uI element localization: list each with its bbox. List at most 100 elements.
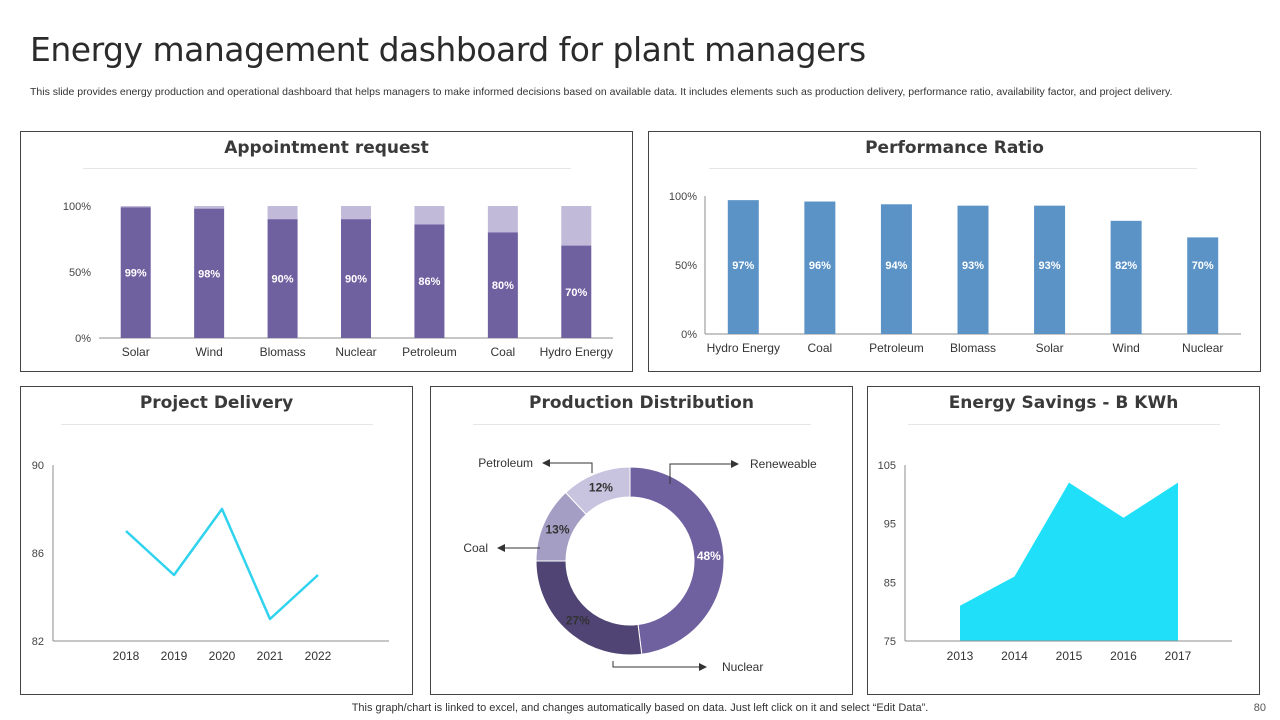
y-tick-label: 85 [884, 577, 896, 589]
x-tick-label: Petroleum [869, 341, 924, 355]
bar-remainder [267, 206, 298, 220]
bar [1034, 205, 1066, 334]
x-tick-label: Coal [808, 341, 833, 355]
performance-ratio-chart: 0% 50% 100% 97% Hydro Energy 96% Coal 94% Petrol… [669, 191, 1241, 355]
bar-remainder [341, 206, 371, 220]
x-tick-label: Nuclear [1182, 341, 1223, 355]
energy-savings-title: Energy Savings - B KWh [948, 393, 1179, 413]
energy-savings-panel: Energy Savings - B KWh 75 85 95 105 2013 2014… [867, 386, 1260, 695]
page-title: Energy management dashboard for plant ma… [30, 30, 866, 69]
performance-ratio-panel: Performance Ratio 0% 50% 100% 97% Hydro Ener… [648, 131, 1261, 372]
x-tick-label: Wind [1112, 341, 1139, 355]
x-tick-label: Wind [195, 345, 222, 359]
project-delivery-title: Project Delivery [139, 393, 294, 413]
appointment-request-panel: Appointment request 0% 50% 100% 99% Solar 98%… [20, 131, 633, 372]
page-number: 80 [1253, 702, 1266, 714]
performance-ratio-title: Performance Ratio [865, 138, 1044, 158]
project-delivery-panel: Project Delivery 82 86 90 2018 2019 2020 2021 2… [20, 386, 413, 695]
slice-category-label: Coal [463, 541, 488, 555]
bar [561, 245, 592, 338]
y-tick-label: 105 [878, 460, 896, 472]
bar-data-label: 90% [272, 274, 294, 286]
bar-data-label: 93% [962, 260, 984, 272]
donut-slice [564, 466, 631, 516]
x-tick-label: Hydro Energy [540, 345, 613, 359]
energy-savings-chart: 75 85 95 105 2013 2014 2015 2016 2017 [878, 460, 1232, 663]
series-line [125, 507, 319, 621]
bar-data-label: 97% [732, 260, 754, 272]
bar [1187, 237, 1219, 334]
x-tick-label: 2021 [257, 649, 284, 663]
x-tick-label: 2016 [1110, 649, 1137, 663]
bar-remainder [487, 206, 518, 233]
x-tick-label: 2019 [161, 649, 188, 663]
x-tick-label: Solar [122, 345, 150, 359]
x-tick-label: Nuclear [335, 345, 376, 359]
bar-remainder [194, 206, 225, 209]
bar-data-label: 93% [1039, 260, 1061, 272]
bar-data-label: 96% [809, 260, 831, 272]
slice-data-label: 12% [589, 481, 613, 495]
project-delivery-chart: 82 86 90 2018 2019 2020 2021 2022 [32, 460, 389, 663]
x-tick-label: 2015 [1056, 649, 1083, 663]
slice-category-label: Nuclear [722, 660, 763, 674]
x-tick-label: 2014 [1001, 649, 1028, 663]
bar-remainder [561, 206, 592, 246]
bar [414, 224, 445, 338]
x-tick-label: 2013 [947, 649, 974, 663]
bar-data-label: 94% [885, 260, 907, 272]
bar-data-label: 70% [1192, 260, 1214, 272]
production-distribution-title: Production Distribution [529, 393, 754, 413]
bar-data-label: 86% [418, 276, 440, 288]
x-tick-label: 2022 [305, 649, 332, 663]
bar [804, 201, 836, 334]
slice-category-label: Reneweable [750, 457, 817, 471]
donut-slice [629, 466, 725, 655]
bar-data-label: 70% [565, 287, 587, 299]
y-tick-label: 100% [63, 201, 91, 213]
appointment-request-title: Appointment request [224, 138, 429, 158]
bar [880, 204, 912, 334]
x-tick-label: Blomass [260, 345, 306, 359]
production-distribution-chart: 48% 27% 13% 12% Reneweable Nuclear Coal Petrole… [463, 456, 817, 674]
bar [267, 219, 298, 338]
y-tick-label: 95 [884, 519, 896, 531]
bar-remainder [120, 206, 151, 208]
appointment-request-chart: 0% 50% 100% 99% Solar 98% Wind 90% Blomass 90% Nuc… [63, 201, 613, 359]
series-area [960, 482, 1178, 641]
bar [341, 219, 371, 338]
bar [957, 205, 989, 334]
slice-category-label: Petroleum [478, 456, 533, 470]
bar-data-label: 99% [125, 268, 147, 280]
bar-data-label: 82% [1115, 260, 1137, 272]
x-tick-label: Petroleum [402, 345, 457, 359]
callout-arrow [542, 459, 593, 473]
bar [120, 207, 151, 338]
bar [1110, 220, 1142, 334]
x-tick-label: 2017 [1165, 649, 1192, 663]
bar [194, 208, 225, 338]
slice-data-label: 13% [545, 523, 569, 537]
x-tick-label: 2020 [209, 649, 236, 663]
x-tick-label: Solar [1036, 341, 1064, 355]
y-tick-label: 82 [32, 636, 44, 648]
footnote: This graph/chart is linked to excel, and… [351, 702, 929, 714]
bar [487, 232, 518, 338]
y-tick-label: 86 [32, 548, 44, 560]
y-tick-label: 100% [669, 191, 697, 203]
slice-data-label: 48% [697, 549, 721, 563]
y-tick-label: 50% [675, 260, 697, 272]
y-tick-label: 75 [884, 636, 896, 648]
slice-data-label: 27% [566, 613, 590, 627]
production-distribution-panel: Production Distribution 48% 27% 13% 12% Rene… [430, 386, 853, 695]
y-tick-label: 0% [681, 329, 697, 341]
callout-arrow [612, 661, 707, 671]
x-tick-label: Blomass [950, 341, 996, 355]
page-subtitle: This slide provides energy production an… [30, 86, 1173, 98]
donut-slice [535, 560, 643, 656]
bar-data-label: 98% [198, 268, 220, 280]
y-tick-label: 50% [69, 267, 91, 279]
x-tick-label: Hydro Energy [707, 341, 780, 355]
x-tick-label: 2018 [113, 649, 140, 663]
bar [727, 200, 759, 334]
